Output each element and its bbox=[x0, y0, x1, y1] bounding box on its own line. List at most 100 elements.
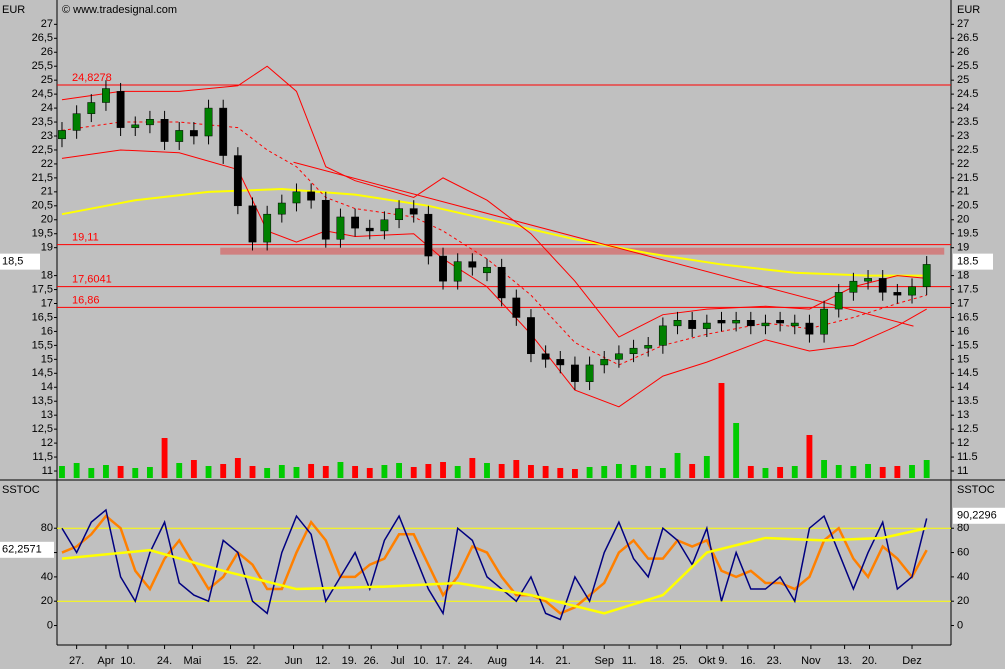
x-tick-label: Sep bbox=[594, 655, 614, 667]
candle-body bbox=[746, 320, 755, 327]
candle-body bbox=[761, 322, 770, 327]
x-tick-label: 21. bbox=[556, 655, 571, 667]
x-tick-label: 22. bbox=[246, 655, 261, 667]
volume-bar bbox=[440, 462, 446, 478]
candle-body bbox=[58, 130, 66, 140]
y2-tick-label: 14.5 bbox=[957, 367, 978, 379]
y-tick-label: 13 bbox=[41, 409, 53, 421]
y-tick-label: 14 bbox=[41, 381, 53, 393]
candle-body bbox=[424, 213, 433, 257]
candle-body bbox=[658, 325, 667, 346]
candle-body bbox=[790, 322, 799, 327]
y-tick-label: 15,5 bbox=[32, 339, 53, 351]
y-tick-label: 26,5 bbox=[32, 32, 53, 44]
candle-body bbox=[365, 227, 374, 232]
y-tick-label: 12,5 bbox=[32, 423, 53, 435]
candle-body bbox=[483, 266, 491, 274]
y-tick-label: 25 bbox=[41, 74, 53, 86]
x-tick-label: 18. bbox=[649, 655, 664, 667]
candle-body bbox=[321, 199, 330, 240]
volume-bar bbox=[733, 423, 740, 478]
x-tick-label: 27. bbox=[69, 655, 84, 667]
y2-tick-label: 18 bbox=[957, 270, 969, 282]
x-tick-label: Jun bbox=[285, 655, 303, 667]
y2-tick-label: 22.5 bbox=[957, 144, 978, 156]
y2-tick-label: 26.5 bbox=[957, 32, 978, 44]
volume-bar bbox=[777, 467, 784, 478]
y2-tick-label: 24 bbox=[957, 102, 969, 114]
candle-body bbox=[395, 208, 403, 221]
y-tick-label: 11 bbox=[42, 465, 53, 477]
volume-bar bbox=[249, 466, 256, 478]
volume-bar bbox=[659, 468, 666, 478]
volume-bar bbox=[220, 464, 227, 478]
y-tick-label: 20,5 bbox=[32, 200, 53, 212]
y-tick-label: 19 bbox=[41, 242, 53, 254]
volume-bar bbox=[645, 466, 652, 478]
y2-tick-label: 0 bbox=[957, 619, 963, 631]
x-tick-label: 19. bbox=[342, 655, 357, 667]
y2-tick-label: 13 bbox=[957, 409, 969, 421]
volume-bar bbox=[572, 469, 578, 478]
candle-body bbox=[702, 322, 711, 329]
candle-body bbox=[453, 261, 462, 282]
candle-body bbox=[732, 320, 741, 324]
y-tick-label: 15 bbox=[41, 353, 53, 365]
x-tick-label: 24. bbox=[457, 655, 472, 667]
y2-tick-label: 20 bbox=[957, 595, 969, 607]
volume-bar bbox=[615, 464, 622, 478]
y2-tick-label: 22 bbox=[957, 158, 969, 170]
last-value-box bbox=[0, 541, 54, 558]
candle-body bbox=[512, 297, 521, 318]
volume-bar bbox=[322, 466, 329, 478]
y-tick-label: 14,5 bbox=[32, 367, 53, 379]
x-tick-label: 12. bbox=[315, 655, 330, 667]
stoch-line bbox=[61, 508, 928, 621]
candle-body bbox=[805, 322, 814, 335]
y-tick-label: 21 bbox=[41, 186, 53, 198]
volume-bar bbox=[410, 467, 417, 478]
y2-tick-label: 11 bbox=[957, 465, 968, 477]
y-tick-label: 23,5 bbox=[32, 116, 53, 128]
candle-body bbox=[146, 119, 154, 126]
stoch-line bbox=[61, 527, 927, 615]
last-value-label: 90,2296 bbox=[957, 510, 997, 522]
x-tick-label: Jul bbox=[391, 655, 405, 667]
volume-bar bbox=[103, 465, 109, 478]
level-label: 17,6041 bbox=[72, 274, 112, 286]
volume-bar bbox=[352, 466, 359, 478]
candle-body bbox=[820, 308, 828, 335]
x-tick-label: 14. bbox=[529, 655, 544, 667]
volume-bar bbox=[586, 467, 593, 478]
x-tick-label: Aug bbox=[487, 655, 507, 667]
y2-tick-label: 23.5 bbox=[957, 116, 978, 128]
volume-bar bbox=[469, 458, 476, 478]
y-tick-label: 0 bbox=[47, 619, 53, 631]
y-tick-label: 13,5 bbox=[32, 395, 53, 407]
candle-body bbox=[175, 130, 184, 142]
volume-bar bbox=[762, 468, 769, 478]
y2-tick-label: 80 bbox=[957, 522, 969, 534]
y2-tick-label: 16.5 bbox=[957, 311, 978, 323]
candle-body bbox=[717, 320, 726, 324]
candle-body bbox=[878, 278, 887, 293]
overlay-line bbox=[61, 65, 927, 338]
volume-bar bbox=[396, 463, 402, 478]
y2-tick-label: 17.5 bbox=[957, 283, 978, 295]
volume-bar bbox=[132, 468, 139, 478]
x-tick-label: 25. bbox=[673, 655, 688, 667]
y2-tick-label: 15 bbox=[957, 353, 969, 365]
y-tick-label: 24 bbox=[41, 102, 53, 114]
volume-bar bbox=[264, 468, 271, 478]
x-tick-label: 17. bbox=[435, 655, 450, 667]
candle-body bbox=[776, 320, 785, 324]
y2-axis-label: SSTOC bbox=[957, 484, 995, 496]
volume-bar bbox=[366, 468, 373, 478]
y2-tick-label: 19 bbox=[957, 242, 969, 254]
x-tick-label: 9. bbox=[718, 655, 727, 667]
volume-bar bbox=[484, 463, 490, 478]
volume-bar bbox=[293, 467, 300, 478]
y-tick-label: 26 bbox=[41, 46, 53, 58]
y-tick-label: 40 bbox=[41, 571, 53, 583]
